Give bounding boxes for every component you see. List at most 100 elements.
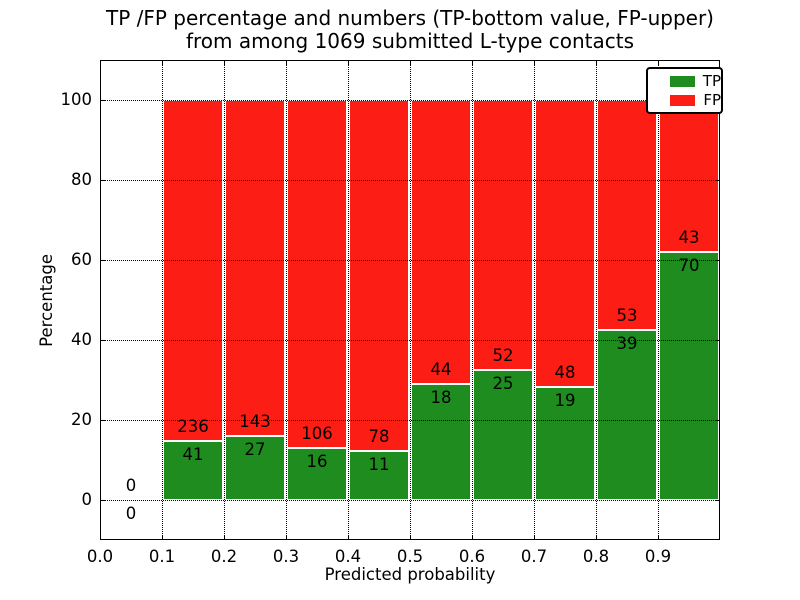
bar-tp-count-label: 41	[182, 444, 204, 464]
legend-tp-label: TP	[702, 71, 721, 90]
y-tick-label: 60	[71, 250, 92, 269]
y-tick-left	[100, 180, 105, 181]
y-tick-label: 100	[60, 90, 93, 109]
y-tick-left	[100, 420, 105, 421]
y-tick-label: 80	[71, 170, 92, 189]
bar-tp-segment	[411, 383, 471, 500]
x-tick-top	[410, 60, 411, 65]
bar-tp-segment	[659, 252, 719, 500]
bar-tp-count-label: 11	[368, 454, 390, 474]
x-tick-top	[534, 60, 535, 65]
y-tick-label: 40	[71, 330, 92, 349]
x-tick-bottom	[348, 535, 349, 540]
legend-box: TP FP	[646, 67, 723, 114]
y-tick-left	[100, 340, 105, 341]
bar-fp-segment	[287, 100, 347, 448]
bar-tp-count-label: 0	[125, 504, 137, 523]
x-tick-label: 0.4	[334, 547, 362, 566]
y-axis-label-wrap: Percentage	[34, 60, 58, 540]
x-tick-bottom	[100, 535, 101, 540]
legend-entry-tp: TP	[670, 71, 721, 90]
bar-tp-count-label: 27	[244, 440, 266, 460]
chart-title-line-1: TP /FP percentage and numbers (TP-bottom…	[106, 6, 714, 30]
bar-fp-count-label: 43	[678, 228, 700, 248]
legend-fp-label: FP	[703, 90, 721, 109]
v-gridline	[658, 60, 659, 540]
bar-fp-segment	[163, 100, 223, 441]
bar-fp-count-label: 78	[368, 426, 390, 446]
bar-fp-segment	[349, 100, 409, 451]
y-tick-right	[715, 180, 720, 181]
bar-fp-count-label: 44	[430, 359, 452, 379]
chart-title: TP /FP percentage and numbers (TP-bottom…	[100, 7, 720, 53]
x-tick-label: 0.1	[148, 547, 176, 566]
bar-tp-count-label: 18	[430, 387, 452, 407]
bar-fp-count-label: 236	[177, 416, 209, 436]
x-axis-label: Predicted probability	[324, 565, 496, 584]
bar-fp-count-label: 52	[492, 346, 514, 366]
y-tick-left	[100, 100, 105, 101]
bar-tp-count-label: 19	[554, 390, 576, 410]
legend-tp-swatch	[670, 75, 695, 87]
x-tick-bottom	[224, 535, 225, 540]
legend-fp-swatch	[670, 94, 696, 106]
bar-fp-segment	[473, 100, 533, 371]
bar-tp-count-label: 39	[616, 334, 638, 354]
plot-area: 0 0 236 41 143 27 106 16 78 11 44 18 52 25 48 19 53 39 43 7…	[61, 60, 720, 566]
y-tick-right	[715, 420, 720, 421]
x-tick-bottom	[472, 535, 473, 540]
bar-tp-count-label: 16	[306, 451, 328, 471]
x-tick-label: 0.2	[210, 547, 238, 566]
bar-fp-segment	[597, 100, 657, 331]
x-tick-top	[224, 60, 225, 65]
x-tick-label: 0.6	[458, 547, 486, 566]
v-gridline	[410, 60, 411, 540]
x-tick-top	[348, 60, 349, 65]
x-tick-top	[162, 60, 163, 65]
x-tick-label: 0.0	[86, 547, 114, 566]
bar-fp-count-label: 53	[616, 306, 638, 326]
x-tick-bottom	[534, 535, 535, 540]
chart-title-line-2: from among 1069 submitted L-type contact…	[185, 29, 635, 53]
bar-tp-segment	[535, 386, 595, 500]
y-tick-left	[100, 260, 105, 261]
x-tick-label: 0.8	[582, 547, 610, 566]
y-tick-label: 20	[71, 410, 92, 429]
bar-tp-segment	[163, 440, 223, 500]
v-gridline	[472, 60, 473, 540]
legend-entry-fp: FP	[670, 90, 721, 109]
v-gridline	[596, 60, 597, 540]
bar-fp-segment	[535, 100, 595, 387]
y-tick-left	[100, 500, 105, 501]
x-tick-label: 0.5	[396, 547, 424, 566]
v-gridline	[348, 60, 349, 540]
v-gridline	[224, 60, 225, 540]
bar-fp-count-label: 106	[301, 423, 333, 443]
bar-fp-segment	[225, 100, 285, 437]
x-tick-label: 0.3	[272, 547, 300, 566]
y-tick-right	[715, 340, 720, 341]
bar-tp-segment	[473, 370, 533, 500]
bar-fp-count-label: 0	[125, 476, 137, 495]
bar-tp-count-label: 70	[678, 256, 700, 276]
bar-tp-segment	[597, 330, 657, 500]
x-tick-top	[286, 60, 287, 65]
x-tick-bottom	[658, 535, 659, 540]
x-tick-bottom	[410, 535, 411, 540]
x-tick-top	[472, 60, 473, 65]
v-gridline	[162, 60, 163, 540]
x-tick-bottom	[286, 535, 287, 540]
x-tick-label: 0.9	[644, 547, 672, 566]
bar-fp-segment	[411, 100, 471, 384]
bar-fp-count-label: 48	[554, 362, 576, 382]
v-gridline	[534, 60, 535, 540]
bar-fp-segment	[659, 100, 719, 253]
y-tick-right	[715, 500, 720, 501]
bar-tp-segment	[225, 436, 285, 500]
y-tick-right	[715, 260, 720, 261]
bar-tp-count-label: 25	[492, 374, 514, 394]
x-tick-top	[658, 60, 659, 65]
bar-fp-count-label: 143	[239, 412, 271, 432]
x-tick-label: 0.7	[520, 547, 548, 566]
